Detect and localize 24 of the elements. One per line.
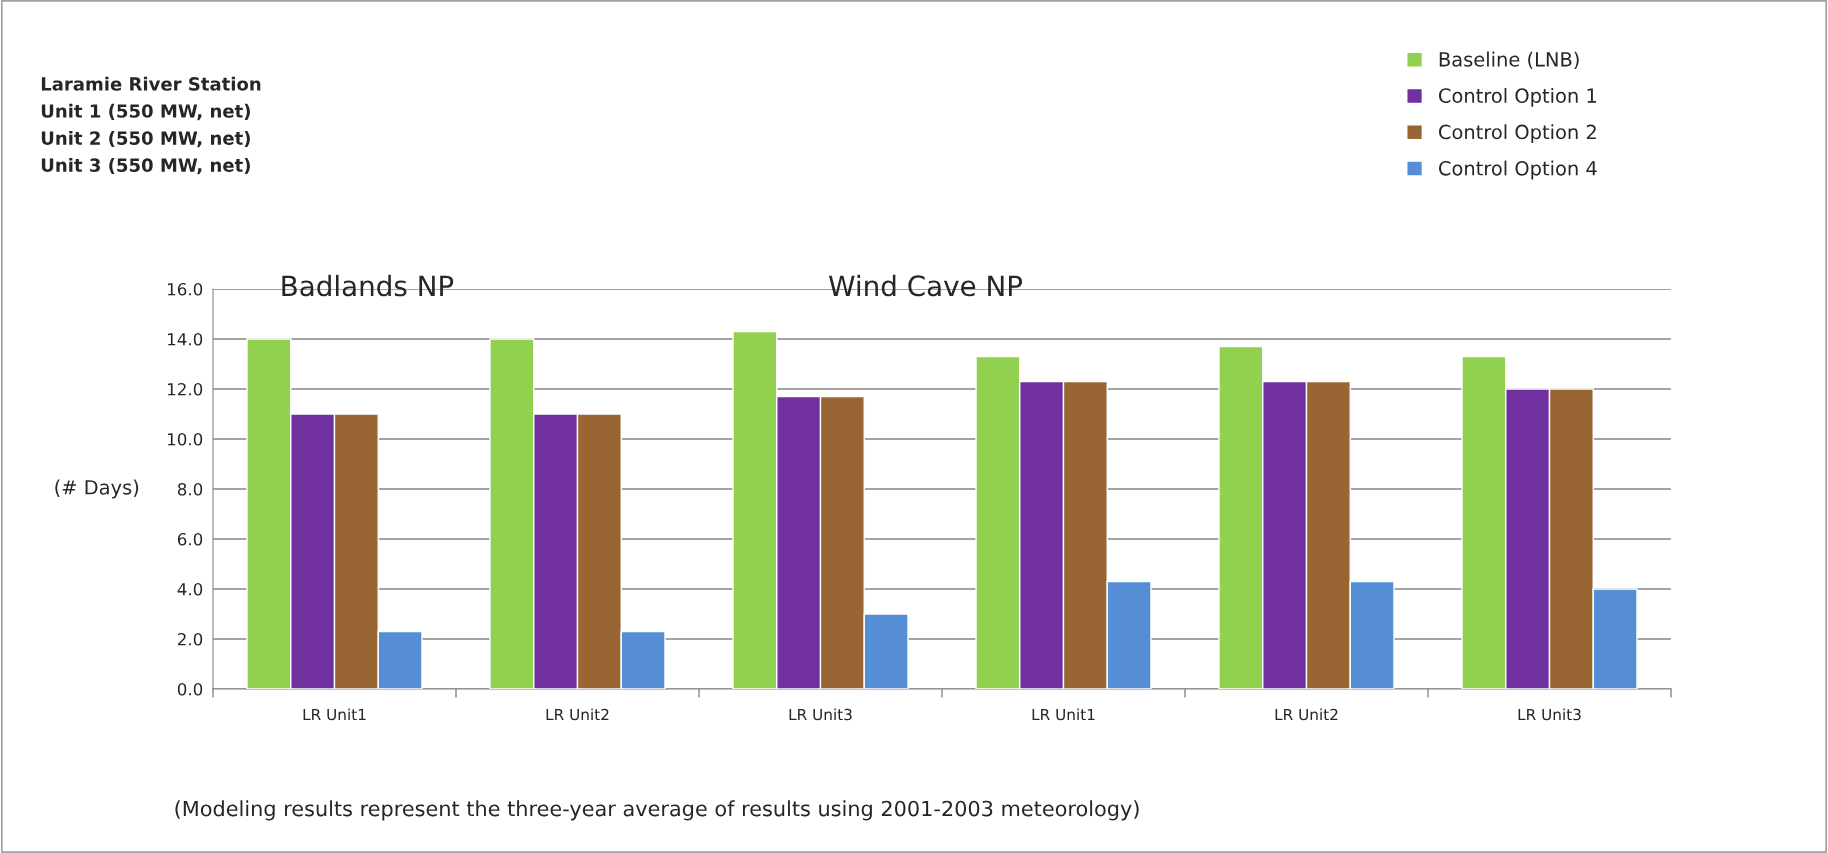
legend-label: Control Option 2	[1438, 124, 1596, 144]
x-tick-label: LR Unit1	[303, 708, 366, 721]
x-tick-label: LR Unit1	[1032, 708, 1095, 721]
text: (Modeling results represent the three-year average of results using 2001-2003 meteorology)	[175, 800, 1139, 821]
y-axis-title: (# Days)	[55, 479, 139, 499]
y-tick-label: 12.0	[168, 382, 203, 396]
y-tick-label: 8.0	[177, 482, 203, 496]
y-tick-label: 14.0	[168, 332, 203, 346]
text: Laramie River Station Unit 1 (550 MW, net) Unit 2 (550 MW, net) Unit 3 (550 MW, net)	[41, 76, 261, 175]
legend-label: Baseline (LNB)	[1439, 51, 1579, 69]
annotation: Wind Cave NP	[829, 274, 1023, 297]
x-tick-label: LR Unit3	[789, 708, 852, 721]
legend-label: Control Option 1	[1438, 87, 1596, 107]
x-tick-label: LR Unit2	[1275, 708, 1338, 721]
y-tick-label: 16.0	[168, 282, 203, 296]
x-tick-label: LR Unit2	[546, 708, 609, 721]
y-tick-label: 2.0	[177, 632, 203, 646]
y-tick-label: 10.0	[168, 432, 203, 446]
y-tick-label: 6.0	[177, 532, 203, 546]
legend-label: Control Option 4	[1438, 160, 1597, 180]
x-tick-label: LR Unit3	[1518, 708, 1581, 721]
y-tick-label: 0.0	[177, 682, 203, 696]
y-tick-label: 4.0	[177, 582, 203, 596]
annotation: Badlands NP	[282, 274, 454, 297]
